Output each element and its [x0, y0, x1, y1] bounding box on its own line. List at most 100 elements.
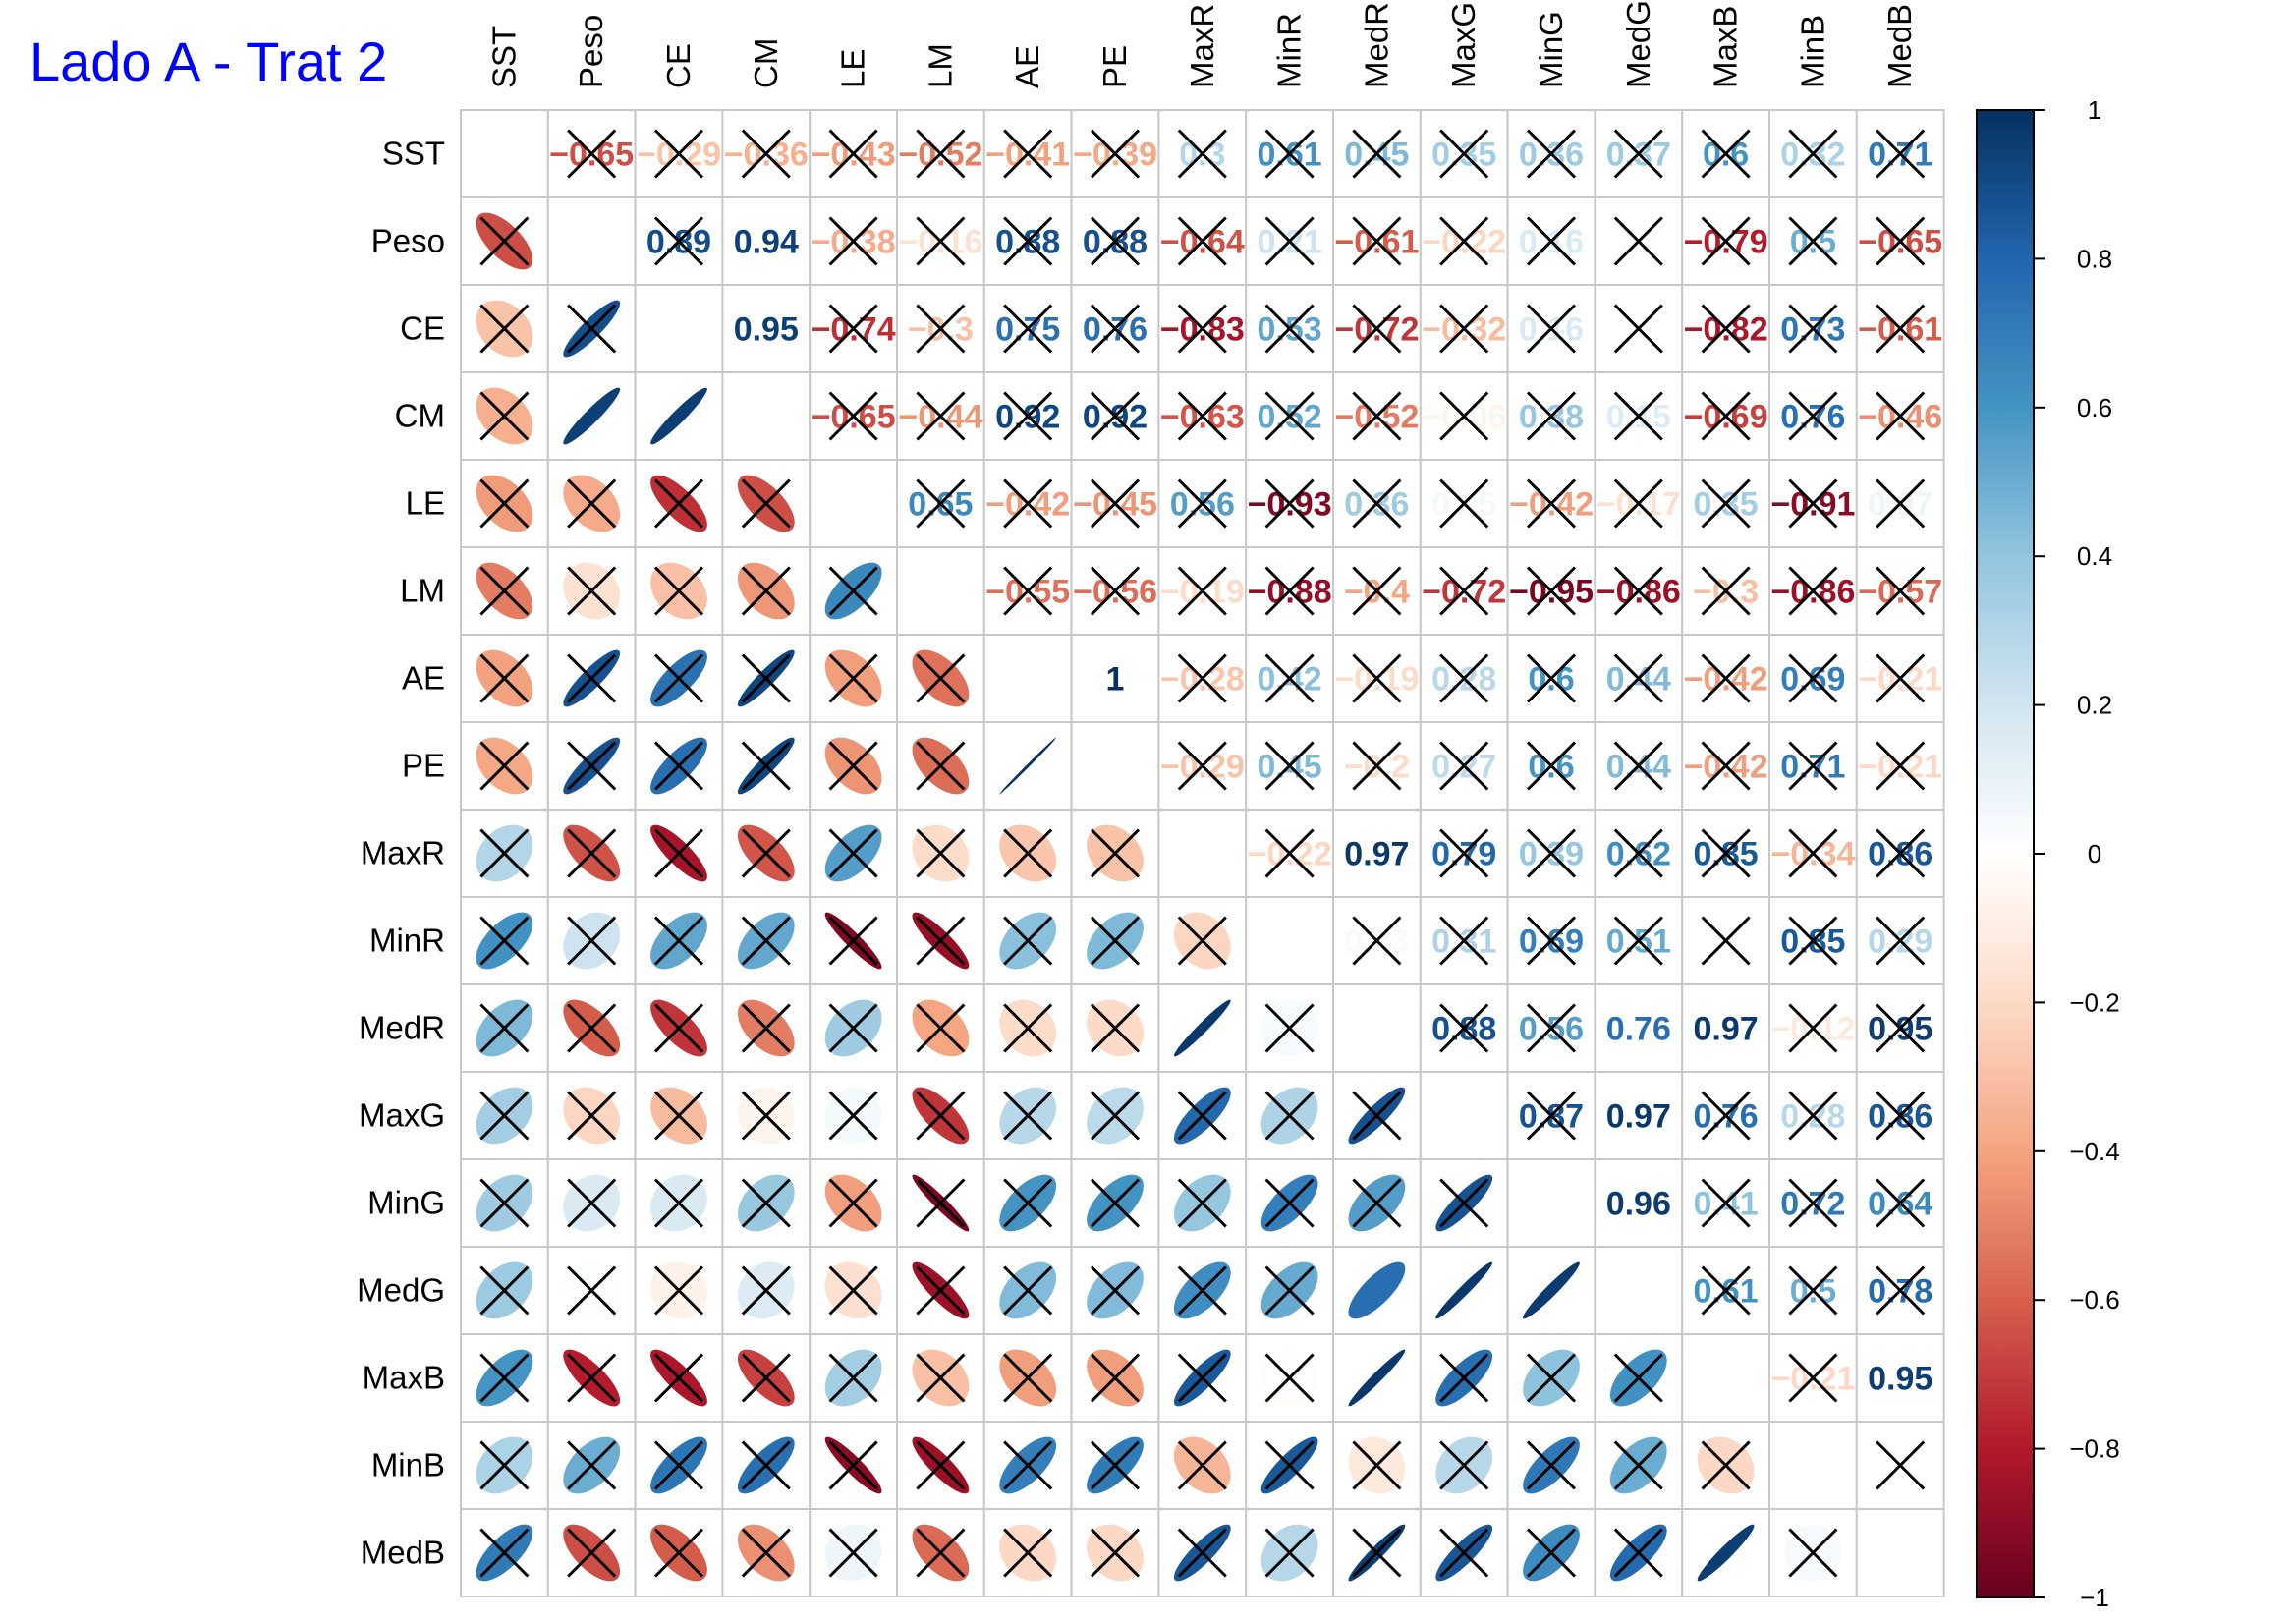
nonsignificant-cross	[1788, 1091, 1838, 1141]
nonsignificant-cross	[828, 1440, 878, 1490]
nonsignificant-cross	[479, 1178, 530, 1228]
nonsignificant-cross	[479, 1265, 530, 1316]
nonsignificant-cross	[1090, 1091, 1141, 1141]
nonsignificant-cross	[653, 216, 704, 266]
nonsignificant-cross	[1090, 129, 1141, 179]
correlation-ellipse	[563, 387, 621, 445]
nonsignificant-cross	[567, 304, 617, 354]
nonsignificant-cross	[1701, 1178, 1751, 1228]
nonsignificant-cross	[1352, 478, 1402, 529]
column-label: MinR	[1271, 13, 1308, 88]
row-label: LM	[400, 573, 445, 609]
nonsignificant-cross	[1090, 304, 1141, 354]
variable-labels: SST SST Peso Peso CE CE CM CM LE LE LM LM AE AE PE PE Ma…	[357, 0, 1918, 1570]
nonsignificant-cross	[741, 566, 791, 616]
nonsignificant-cross	[828, 1091, 878, 1141]
nonsignificant-cross	[741, 1003, 791, 1053]
column-label: MinG	[1533, 11, 1569, 88]
nonsignificant-cross	[1526, 741, 1577, 791]
nonsignificant-cross	[653, 1178, 704, 1228]
colorbar-tick-label: 0.4	[2077, 541, 2112, 571]
matrix-cell	[1070, 721, 1160, 811]
nonsignificant-cross	[1177, 304, 1227, 354]
nonsignificant-cross	[1003, 216, 1053, 266]
nonsignificant-cross	[1439, 741, 1489, 791]
nonsignificant-cross	[1003, 1265, 1053, 1316]
colorbar-tick-label: −0.2	[2069, 987, 2119, 1017]
nonsignificant-cross	[1090, 1003, 1141, 1053]
nonsignificant-cross	[1003, 1178, 1053, 1228]
nonsignificant-cross	[1876, 1178, 1926, 1228]
nonsignificant-cross	[1090, 1353, 1141, 1403]
nonsignificant-cross	[567, 1003, 617, 1053]
column-label: SST	[485, 26, 522, 88]
matrix-cell	[546, 196, 637, 286]
nonsignificant-cross	[916, 391, 966, 441]
column-label: LE	[835, 49, 871, 88]
correlation-value: 0.97	[1344, 836, 1409, 873]
nonsignificant-cross	[916, 741, 966, 791]
nonsignificant-cross	[1613, 1440, 1663, 1490]
row-label: MaxG	[359, 1097, 445, 1134]
matrix-cell	[809, 459, 899, 548]
matrix-cell	[1681, 1333, 1770, 1423]
matrix-cell	[1157, 721, 1248, 811]
nonsignificant-cross	[1264, 1528, 1315, 1578]
nonsignificant-cross	[1788, 653, 1838, 703]
nonsignificant-cross	[828, 741, 878, 791]
nonsignificant-cross	[653, 1353, 704, 1403]
nonsignificant-cross	[828, 304, 878, 354]
nonsignificant-cross	[653, 1265, 704, 1316]
nonsignificant-cross	[1264, 478, 1315, 529]
nonsignificant-cross	[1264, 741, 1315, 791]
nonsignificant-cross	[1090, 1178, 1141, 1228]
matrix-cell	[1506, 1158, 1596, 1248]
nonsignificant-cross	[1177, 391, 1227, 441]
nonsignificant-cross	[1177, 741, 1227, 791]
nonsignificant-cross	[741, 129, 791, 179]
nonsignificant-cross	[1177, 1091, 1227, 1141]
nonsignificant-cross	[653, 828, 704, 878]
nonsignificant-cross	[1177, 916, 1227, 966]
correlation-ellipse	[1697, 1524, 1755, 1582]
nonsignificant-cross	[1788, 741, 1838, 791]
nonsignificant-cross	[1352, 1091, 1402, 1141]
nonsignificant-cross	[741, 741, 791, 791]
correlation-ellipse	[1435, 1261, 1493, 1319]
nonsignificant-cross	[1788, 304, 1838, 354]
nonsignificant-cross	[1264, 566, 1315, 616]
row-label: MaxR	[361, 835, 445, 871]
matrix-cell	[1855, 1508, 1945, 1597]
column-label: LM	[922, 43, 958, 88]
nonsignificant-cross	[1177, 566, 1227, 616]
nonsignificant-cross	[1701, 478, 1751, 529]
matrix-cell	[896, 196, 985, 286]
matrix-cell	[1332, 983, 1422, 1073]
correlation-ellipse	[650, 387, 707, 445]
nonsignificant-cross	[653, 478, 704, 529]
nonsignificant-cross	[1177, 1178, 1227, 1228]
nonsignificant-cross	[1526, 653, 1577, 703]
nonsignificant-cross	[1613, 566, 1663, 616]
nonsignificant-cross	[567, 1440, 617, 1490]
nonsignificant-cross	[1003, 129, 1053, 179]
nonsignificant-cross	[916, 1091, 966, 1141]
nonsignificant-cross	[1352, 741, 1402, 791]
nonsignificant-cross	[1701, 391, 1751, 441]
nonsignificant-cross	[479, 304, 530, 354]
correlation-value: 0.95	[734, 311, 799, 349]
nonsignificant-cross	[567, 916, 617, 966]
nonsignificant-cross	[1003, 916, 1053, 966]
nonsignificant-cross	[1788, 1265, 1838, 1316]
nonsignificant-cross	[1003, 1528, 1053, 1578]
nonsignificant-cross	[1264, 1003, 1315, 1053]
nonsignificant-cross	[741, 916, 791, 966]
nonsignificant-cross	[1613, 478, 1663, 529]
nonsignificant-cross	[1876, 129, 1926, 179]
nonsignificant-cross	[653, 1091, 704, 1141]
nonsignificant-cross	[1526, 391, 1577, 441]
column-label: AE	[1009, 45, 1045, 88]
nonsignificant-cross	[567, 828, 617, 878]
correlation-ellipse	[1523, 1261, 1580, 1319]
row-label: PE	[402, 748, 445, 784]
